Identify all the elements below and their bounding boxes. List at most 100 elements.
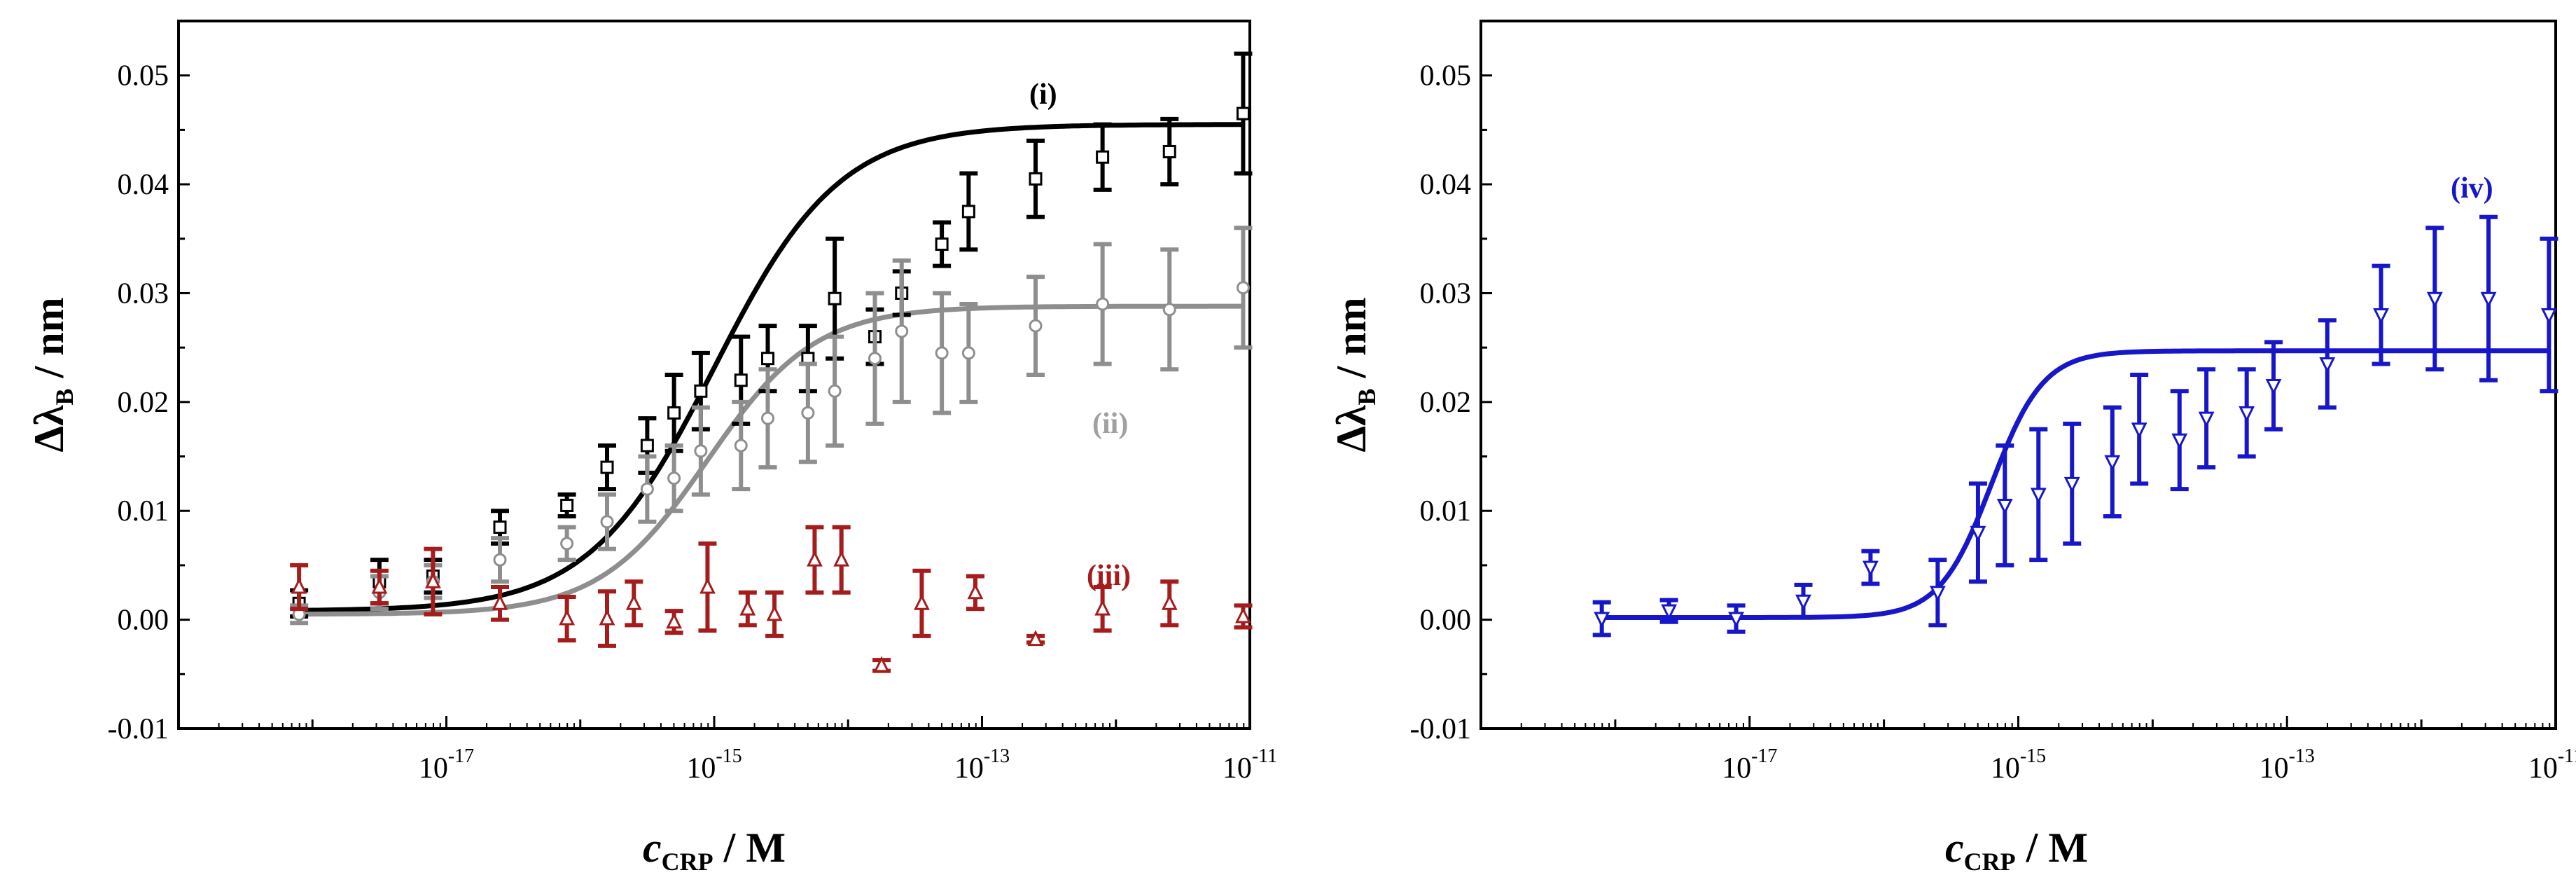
marker-triangle-up (1027, 630, 1044, 647)
marker-square (935, 237, 949, 251)
data-point-iv (1928, 558, 1947, 628)
data-point-ii (1234, 226, 1253, 350)
data-point-iv (2197, 367, 2216, 470)
marker-triangle-down (2063, 476, 2080, 493)
data-point-iii (738, 590, 757, 628)
data-point-iv (1592, 600, 1611, 637)
x-axis-title: cCRP / M (1945, 825, 2088, 876)
data-point-ii (959, 302, 978, 404)
data-point-i (933, 220, 952, 268)
x-axis-ticks: 10-17 10-15 10-13 10-11 (177, 716, 1277, 785)
data-point-iii (698, 541, 717, 633)
data-point-iv (1968, 481, 1987, 584)
marker-circle (828, 384, 842, 398)
marker-circle (667, 471, 681, 485)
data-point-iv (1727, 603, 1746, 634)
marker-triangle-up (807, 550, 823, 567)
marker-triangle-up (424, 572, 441, 588)
marker-square (640, 439, 654, 453)
data-point-iii (1234, 603, 1253, 630)
y-tick-label: 0.02 (1420, 387, 1472, 419)
x-tick-label: 10-13 (954, 745, 1010, 785)
data-point-ii (1093, 242, 1112, 366)
y-tick-label: 0.00 (118, 605, 169, 637)
marker-triangle-up (699, 577, 716, 594)
y-tick-label: 0.05 (1420, 60, 1472, 92)
marker-triangle-up (967, 583, 984, 600)
chart-panel-right: -0.01 0.00 0.01 0.02 0.03 0.04 0.05 10-17 10-15… (1328, 20, 2576, 876)
data-point-iii (424, 546, 443, 616)
marker-triangle-up (1161, 593, 1178, 610)
data-point-iv (1996, 443, 2014, 567)
marker-square (1096, 150, 1110, 164)
marker-triangle-down (2540, 308, 2557, 324)
y-tick-label: 0.03 (1420, 277, 1472, 310)
data-point-ii (664, 443, 683, 514)
marker-triangle-up (833, 550, 850, 567)
marker-circle (801, 406, 815, 420)
y-axis-ticks: -0.01 0.00 0.01 0.02 0.03 0.04 0.05 (1410, 60, 1492, 745)
data-point-iii (1026, 630, 1045, 647)
y-tick-label: 0.03 (118, 277, 169, 310)
marker-triangle-up (291, 577, 307, 594)
y-tick-label: 0.04 (118, 169, 169, 201)
y-tick-label: 0.02 (118, 387, 169, 419)
annotation-iii: (iii) (1087, 560, 1131, 592)
marker-triangle-up (766, 605, 783, 621)
y-tick-label: -0.01 (108, 713, 169, 745)
x-tick-label: 10-11 (1223, 745, 1277, 785)
data-point-iii (805, 525, 824, 595)
y-axis-title: ΔλB / nm (1328, 297, 1381, 452)
marker-square (761, 352, 774, 366)
marker-triangle-down (1970, 525, 1986, 542)
marker-circle (694, 444, 708, 458)
marker-circle (895, 324, 909, 338)
data-point-ii (798, 361, 817, 464)
fit-curve-ii (299, 303, 1244, 617)
annotation-iv: (iv) (2451, 172, 2493, 205)
data-point-ii (691, 405, 710, 497)
marker-circle (1162, 303, 1176, 317)
data-point-iv (2130, 373, 2149, 486)
marker-triangle-down (2265, 379, 2282, 395)
y-tick-label: -0.01 (1410, 713, 1472, 745)
data-point-ii (1026, 275, 1045, 377)
x-tick-label: 10-15 (1991, 745, 2046, 785)
y-tick-label: 0.00 (1420, 605, 1472, 637)
marker-square (1162, 144, 1176, 158)
data-point-ii (1160, 247, 1179, 372)
marker-triangle-up (371, 577, 388, 594)
marker-triangle-down (2373, 308, 2389, 324)
marker-triangle-down (2319, 357, 2336, 373)
data-point-ii (826, 334, 844, 448)
data-points (1592, 214, 2558, 637)
marker-square (961, 205, 975, 219)
marker-square (1029, 172, 1043, 186)
data-point-ii (892, 258, 911, 404)
data-point-iii (912, 568, 931, 638)
data-point-iii (557, 594, 576, 643)
data-point-iv (2318, 318, 2337, 410)
data-point-iv (2029, 427, 2048, 563)
data-point-iv (1794, 582, 1813, 620)
data-point-iv (2237, 367, 2256, 459)
marker-circle (935, 346, 949, 360)
marker-triangle-down (2030, 488, 2047, 504)
marker-circle (1029, 319, 1043, 333)
data-point-iii (370, 568, 389, 606)
data-point-iv (2170, 389, 2189, 492)
fit-curve-iv (1601, 348, 2549, 620)
data-point-iii (664, 609, 683, 635)
marker-square (734, 373, 748, 387)
data-point-ii (758, 367, 777, 470)
data-point-ii (638, 454, 657, 524)
marker-triangle-up (1094, 599, 1111, 616)
data-point-iii (872, 656, 891, 673)
y-tick-label: 0.01 (118, 495, 169, 528)
data-point-iii (1093, 585, 1112, 633)
data-point-iv (1861, 549, 1880, 586)
marker-circle (761, 411, 774, 425)
data-point-iii (1160, 579, 1179, 628)
marker-triangle-up (739, 599, 756, 616)
marker-triangle-up (1235, 607, 1251, 623)
